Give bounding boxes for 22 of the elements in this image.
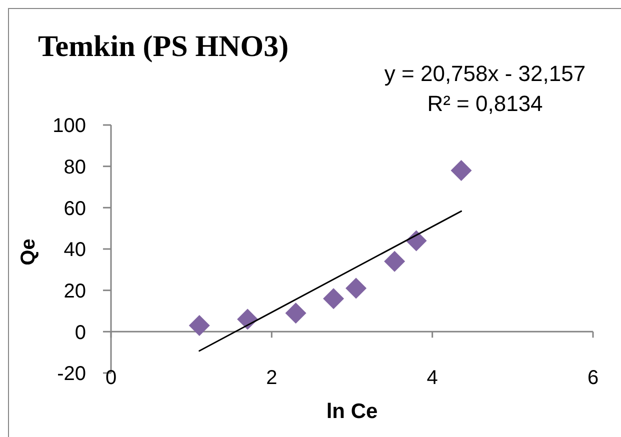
x-tick-label: 2 <box>266 367 278 390</box>
y-tick-label: 100 <box>52 115 86 138</box>
y-tick-label: 80 <box>64 156 86 178</box>
y-tick-label: 20 <box>64 280 86 302</box>
chart-title: Temkin (PS HNO3) <box>38 30 289 63</box>
x-tick-label: 4 <box>426 367 438 390</box>
text: y = 20,758x - 32,157 <box>384 60 586 88</box>
point <box>285 302 306 324</box>
point <box>346 278 367 299</box>
y-tick-label: 60 <box>64 198 86 220</box>
text: R² = 0,8134 <box>426 90 544 118</box>
y-tick-label: -20 <box>57 363 86 386</box>
point <box>384 250 406 272</box>
x-tick-label: 6 <box>587 367 599 390</box>
y-tick-label: 0 <box>74 322 86 344</box>
y-tick-label: 40 <box>64 239 86 262</box>
point <box>450 160 472 181</box>
x-tick-label: 0 <box>105 367 117 390</box>
point <box>323 288 344 310</box>
y-axis-title: Qe <box>18 238 40 266</box>
x-axis-title: ln Ce <box>326 400 378 424</box>
point <box>188 314 210 336</box>
